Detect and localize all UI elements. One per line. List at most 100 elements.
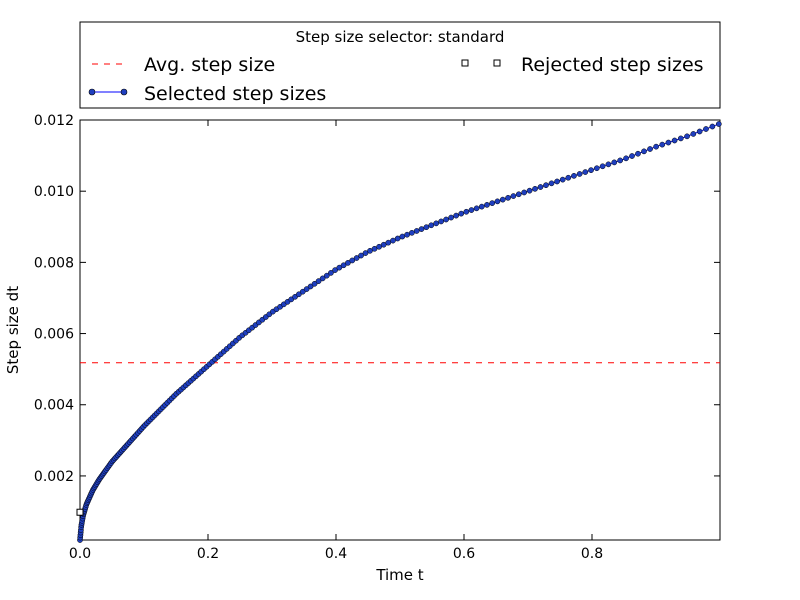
legend-rejected-swatch-b — [493, 59, 501, 67]
selected-step-point — [489, 200, 496, 206]
selected-step-point — [593, 165, 600, 172]
legend-selected-swatch-marker-b — [120, 88, 128, 96]
selected-step-point — [548, 180, 555, 187]
selected-step-point — [428, 222, 435, 229]
selected-step-point — [537, 184, 544, 190]
plot-area — [79, 119, 721, 541]
selected-step-point — [653, 143, 659, 150]
selected-step-point — [319, 275, 326, 282]
selected-step-point — [413, 228, 420, 234]
selected-step-point — [677, 135, 684, 142]
y-axis: 0.002 0.004 0.006 0.008 0.010 0.012 — [34, 113, 720, 485]
x-tick-label: 0.4 — [325, 546, 347, 562]
selected-step-point — [554, 178, 560, 185]
selected-step-point — [458, 210, 465, 217]
selected-step-point — [418, 226, 425, 232]
y-axis-label: Step size dt — [4, 286, 22, 374]
selected-step-point — [505, 194, 511, 201]
y-tick-label: 0.008 — [34, 255, 74, 271]
legend-frame — [79, 21, 721, 109]
selected-step-point — [629, 153, 635, 159]
x-tick-label: 0.0 — [69, 546, 91, 562]
selected-step-point — [510, 193, 517, 199]
selected-step-point — [468, 207, 475, 213]
selected-step-point — [588, 167, 594, 173]
selected-step-point — [409, 229, 415, 236]
selected-step-point — [611, 159, 618, 166]
selected-step-point — [385, 239, 392, 246]
x-axis-label: Time t — [375, 566, 423, 584]
rejected-step-point — [76, 508, 84, 516]
selected-step-point — [438, 218, 444, 225]
selected-step-point — [494, 198, 501, 205]
selected-step-point — [576, 171, 583, 177]
selected-step-point — [423, 224, 430, 231]
legend-avg-label: Avg. step size — [144, 54, 275, 76]
selected-step-point — [565, 174, 572, 181]
selected-step-point — [499, 196, 506, 203]
rejected-step-sizes-series — [76, 508, 84, 516]
y-tick-label: 0.012 — [34, 113, 74, 129]
selected-step-point — [358, 252, 364, 259]
selected-step-point — [641, 148, 647, 155]
y-tick-label: 0.004 — [34, 398, 74, 414]
selected-step-sizes-series — [77, 121, 722, 543]
selected-step-point — [473, 205, 480, 212]
selected-step-point — [394, 235, 401, 242]
selected-step-point — [671, 137, 678, 144]
selected-step-point — [296, 291, 302, 298]
y-tick-label: 0.010 — [34, 184, 74, 200]
selected-step-point — [376, 243, 382, 250]
selected-step-point — [582, 169, 589, 175]
selected-step-point — [543, 182, 549, 189]
selected-step-point — [380, 241, 387, 248]
selected-step-point — [635, 150, 641, 157]
y-tick-label: 0.006 — [34, 327, 74, 343]
x-axis: 0.0 0.2 0.4 0.6 0.8 — [69, 120, 603, 562]
selected-step-point — [299, 288, 306, 295]
selected-step-point — [303, 286, 310, 292]
x-tick-label: 0.6 — [453, 546, 475, 562]
selected-step-point — [526, 187, 533, 194]
selected-step-point — [665, 139, 672, 146]
legend-selected-swatch-marker-a — [88, 88, 96, 96]
selected-step-point — [559, 176, 566, 183]
selected-step-point — [532, 185, 538, 192]
selected-step-point — [362, 250, 369, 256]
selected-step-point — [599, 163, 606, 170]
selected-step-point — [605, 161, 612, 168]
selected-step-point — [345, 260, 351, 266]
selected-step-point — [433, 220, 440, 227]
selected-step-point — [715, 121, 722, 127]
selected-step-point — [617, 157, 624, 164]
selected-step-point — [353, 255, 360, 261]
y-tick-label: 0.002 — [34, 469, 74, 485]
selected-step-point — [478, 203, 485, 210]
selected-step-point — [315, 278, 322, 284]
selected-step-point — [659, 141, 666, 148]
selected-step-point — [328, 270, 334, 276]
selected-step-point — [690, 131, 697, 137]
legend-selected-label: Selected step sizes — [144, 83, 326, 105]
selected-step-point — [390, 237, 396, 244]
selected-step-point — [443, 216, 449, 223]
selected-step-point — [647, 146, 653, 152]
selected-step-point — [311, 280, 318, 287]
selected-step-sizes-line — [79, 123, 721, 541]
legend-title: Step size selector: standard — [296, 28, 505, 46]
selected-step-point — [521, 189, 528, 196]
selected-step-point — [709, 123, 716, 130]
selected-step-point — [515, 191, 522, 198]
selected-step-point — [463, 208, 470, 215]
selected-step-point — [323, 272, 330, 279]
legend: Step size selector: standard Avg. step s… — [79, 21, 721, 109]
selected-step-point — [703, 126, 709, 132]
selected-step-point — [453, 212, 460, 219]
x-tick-label: 0.8 — [581, 546, 603, 562]
selected-step-point — [404, 231, 410, 238]
selected-step-point — [340, 262, 347, 269]
selected-step-point — [349, 257, 356, 264]
selected-step-point — [696, 128, 703, 135]
selected-step-point — [623, 155, 629, 162]
